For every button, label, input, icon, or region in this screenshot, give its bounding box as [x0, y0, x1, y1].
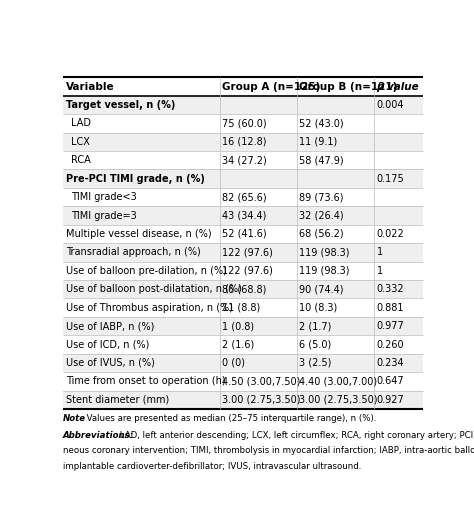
- Bar: [63, 335, 423, 353]
- Text: 11 (8.8): 11 (8.8): [222, 302, 260, 312]
- Bar: [63, 317, 423, 335]
- Text: 0.977: 0.977: [376, 321, 404, 331]
- Text: RCA: RCA: [71, 155, 91, 165]
- Text: 34 (27.2): 34 (27.2): [222, 155, 266, 165]
- Text: 68 (56.2): 68 (56.2): [299, 229, 344, 239]
- Text: 10 (8.3): 10 (8.3): [299, 302, 337, 312]
- Text: 3.00 (2.75,3.50): 3.00 (2.75,3.50): [299, 395, 378, 405]
- Text: implantable cardioverter-defibrillator; IVUS, intravascular ultrasound.: implantable cardioverter-defibrillator; …: [63, 462, 361, 471]
- Text: Use of balloon pre-dilation, n (%): Use of balloon pre-dilation, n (%): [66, 266, 227, 276]
- Text: TIMI grade<3: TIMI grade<3: [71, 192, 137, 202]
- Text: 0.022: 0.022: [376, 229, 404, 239]
- Bar: [63, 298, 423, 317]
- Bar: [63, 96, 423, 114]
- Text: 0.004: 0.004: [376, 100, 404, 110]
- Text: 4.40 (3.00,7.00): 4.40 (3.00,7.00): [299, 377, 377, 387]
- Text: 32 (26.4): 32 (26.4): [299, 210, 344, 220]
- Text: Use of Thrombus aspiration, n (%): Use of Thrombus aspiration, n (%): [66, 302, 233, 312]
- Text: 119 (98.3): 119 (98.3): [299, 247, 350, 257]
- Bar: [63, 206, 423, 225]
- Text: 0.332: 0.332: [376, 284, 404, 294]
- Bar: [63, 77, 423, 96]
- Text: 0 (0): 0 (0): [222, 358, 245, 368]
- Text: Variable: Variable: [66, 82, 115, 92]
- Bar: [63, 353, 423, 372]
- Text: 122 (97.6): 122 (97.6): [222, 266, 273, 276]
- Text: 89 (73.6): 89 (73.6): [299, 192, 344, 202]
- Text: 43 (34.4): 43 (34.4): [222, 210, 266, 220]
- Text: Note: Note: [63, 414, 86, 423]
- Text: 75 (60.0): 75 (60.0): [222, 118, 266, 128]
- Text: Transradial approach, n (%): Transradial approach, n (%): [66, 247, 201, 257]
- Text: 2 (1.6): 2 (1.6): [222, 339, 254, 349]
- Text: Stent diameter (mm): Stent diameter (mm): [66, 395, 169, 405]
- Text: 1 (0.8): 1 (0.8): [222, 321, 254, 331]
- Text: Use of balloon post-dilatation, n (%): Use of balloon post-dilatation, n (%): [66, 284, 242, 294]
- Text: 0.234: 0.234: [376, 358, 404, 368]
- Bar: [63, 243, 423, 261]
- Text: : Values are presented as median (25–75 interquartile range), n (%).: : Values are presented as median (25–75 …: [81, 414, 376, 423]
- Text: 90 (74.4): 90 (74.4): [299, 284, 344, 294]
- Text: 0.175: 0.175: [376, 174, 404, 184]
- Text: 52 (43.0): 52 (43.0): [299, 118, 344, 128]
- Text: 52 (41.6): 52 (41.6): [222, 229, 266, 239]
- Text: 16 (12.8): 16 (12.8): [222, 137, 266, 147]
- Text: Multiple vessel disease, n (%): Multiple vessel disease, n (%): [66, 229, 211, 239]
- Text: 82 (65.6): 82 (65.6): [222, 192, 266, 202]
- Text: Group B (n=121): Group B (n=121): [299, 82, 398, 92]
- Bar: [63, 133, 423, 151]
- Text: p value: p value: [376, 82, 419, 92]
- Text: Group A (n=125): Group A (n=125): [222, 82, 320, 92]
- Text: 0.927: 0.927: [376, 395, 404, 405]
- Text: Time from onset to operation (h): Time from onset to operation (h): [66, 377, 226, 387]
- Bar: [63, 225, 423, 243]
- Text: 0.260: 0.260: [376, 339, 404, 349]
- Text: 3.00 (2.75,3.50): 3.00 (2.75,3.50): [222, 395, 300, 405]
- Text: 6 (5.0): 6 (5.0): [299, 339, 331, 349]
- Text: LAD: LAD: [71, 118, 91, 128]
- Text: 1: 1: [376, 247, 383, 257]
- Text: 86 (68.8): 86 (68.8): [222, 284, 266, 294]
- Text: Use of ICD, n (%): Use of ICD, n (%): [66, 339, 149, 349]
- Text: neous coronary intervention; TIMI, thrombolysis in myocardial infarction; IABP, : neous coronary intervention; TIMI, throm…: [63, 446, 474, 456]
- Bar: [63, 391, 423, 409]
- Text: Use of IABP, n (%): Use of IABP, n (%): [66, 321, 154, 331]
- Text: Abbreviations:: Abbreviations:: [63, 431, 134, 440]
- Text: TIMI grade=3: TIMI grade=3: [71, 210, 137, 220]
- Text: 1: 1: [376, 266, 383, 276]
- Bar: [63, 188, 423, 206]
- Bar: [63, 372, 423, 391]
- Text: 2 (1.7): 2 (1.7): [299, 321, 331, 331]
- Text: Target vessel, n (%): Target vessel, n (%): [66, 100, 175, 110]
- Text: 122 (97.6): 122 (97.6): [222, 247, 273, 257]
- Bar: [63, 169, 423, 188]
- Text: 119 (98.3): 119 (98.3): [299, 266, 350, 276]
- Text: 0.881: 0.881: [376, 302, 404, 312]
- Text: 11 (9.1): 11 (9.1): [299, 137, 337, 147]
- Bar: [63, 114, 423, 133]
- Text: Use of IVUS, n (%): Use of IVUS, n (%): [66, 358, 155, 368]
- Text: 58 (47.9): 58 (47.9): [299, 155, 344, 165]
- Text: 3 (2.5): 3 (2.5): [299, 358, 331, 368]
- Bar: [63, 261, 423, 280]
- Bar: [63, 280, 423, 298]
- Text: Pre-PCI TIMI grade, n (%): Pre-PCI TIMI grade, n (%): [66, 174, 205, 184]
- Bar: [63, 151, 423, 169]
- Text: 0.647: 0.647: [376, 377, 404, 387]
- Text: LAD, left anterior descending; LCX, left circumflex; RCA, right coronary artery;: LAD, left anterior descending; LCX, left…: [117, 431, 474, 440]
- Text: LCX: LCX: [71, 137, 90, 147]
- Text: 4.50 (3.00,7.50): 4.50 (3.00,7.50): [222, 377, 300, 387]
